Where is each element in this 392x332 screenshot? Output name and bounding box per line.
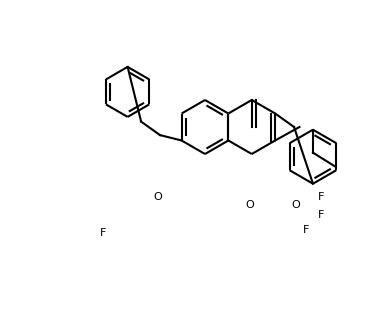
Text: F: F	[100, 228, 106, 238]
Text: O: O	[245, 200, 254, 210]
Text: F: F	[303, 225, 310, 235]
Text: O: O	[292, 200, 300, 210]
Text: O: O	[154, 192, 162, 202]
Text: F: F	[318, 192, 325, 202]
Text: F: F	[318, 210, 325, 220]
